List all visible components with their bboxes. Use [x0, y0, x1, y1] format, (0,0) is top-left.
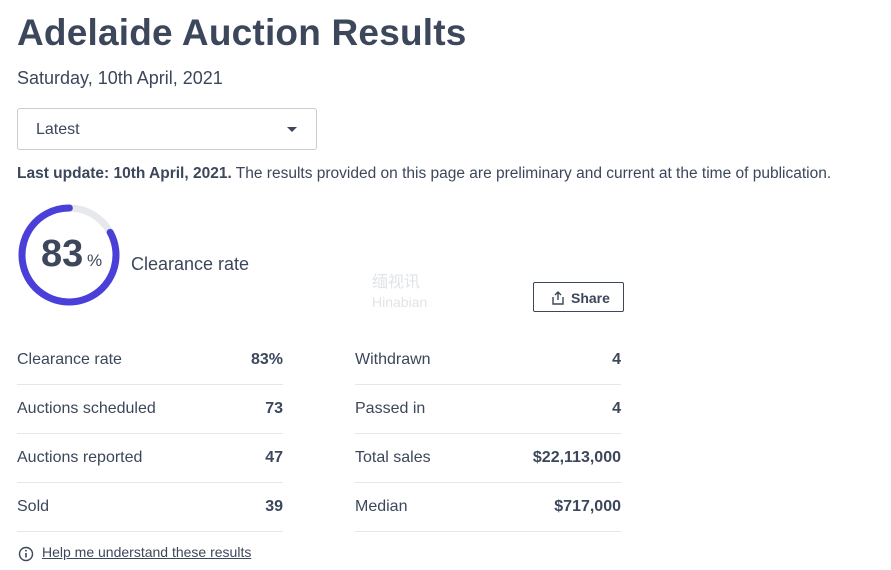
stat-label: Sold [17, 498, 50, 515]
stat-label: Auctions reported [17, 449, 143, 466]
stat-label: Total sales [355, 449, 431, 466]
last-update-date: Last update: 10th April, 2021. [17, 165, 232, 182]
share-icon [551, 291, 565, 310]
gauge-value: 83 [41, 233, 84, 275]
select-value: Latest [36, 121, 80, 138]
clearance-gauge-ring [18, 204, 120, 306]
watermark-logo: 缅视讯 Hinabian [372, 268, 427, 310]
page-title: Adelaide Auction Results [17, 12, 467, 53]
info-icon [18, 546, 34, 567]
stat-label: Median [355, 498, 408, 515]
share-label: Share [571, 290, 610, 306]
stat-value: 47 [265, 449, 283, 466]
stat-row: Auctions reported 47 [17, 434, 283, 483]
share-button[interactable]: Share [533, 282, 624, 312]
stat-value: 83% [250, 351, 283, 368]
stat-label: Withdrawn [355, 351, 431, 368]
stat-label: Auctions scheduled [17, 400, 156, 417]
clearance-gauge: 83 % [17, 203, 121, 307]
gauge-unit: % [87, 251, 103, 270]
stat-value: 73 [265, 400, 283, 417]
stats-right: Withdrawn 4 Passed in 4 Total sales $22,113… [355, 336, 621, 532]
stat-label: Clearance rate [17, 351, 122, 368]
help-link-label: Help me understand these results [42, 544, 252, 560]
page-date: Saturday, 10th April, 2021 [17, 68, 223, 88]
stat-row: Passed in 4 [355, 385, 621, 434]
chevron-down-icon [287, 127, 297, 132]
stat-row: Clearance rate 83% [17, 336, 283, 385]
stat-row: Withdrawn 4 [355, 336, 621, 385]
stat-value: 39 [265, 498, 283, 515]
last-update-text: The results provided on this page are pr… [231, 165, 832, 182]
gauge-label: Clearance rate [131, 254, 250, 274]
stat-row: Auctions scheduled 73 [17, 385, 283, 434]
watermark-sub: Hinabian [372, 294, 428, 310]
stat-row: Total sales $22,113,000 [355, 434, 621, 483]
results-period-select[interactable]: Latest [17, 108, 317, 150]
stat-value: $22,113,000 [532, 449, 621, 466]
stat-value: $717,000 [554, 498, 621, 515]
last-update-note: Last update: 10th April, 2021. The resul… [17, 165, 831, 183]
stat-value: 4 [612, 400, 621, 417]
stats-left: Clearance rate 83% Auctions scheduled 73 A… [17, 336, 283, 532]
watermark-text: 缅视讯 [372, 274, 421, 291]
stat-value: 4 [612, 351, 621, 368]
stat-row: Sold 39 [17, 483, 283, 532]
stat-label: Passed in [355, 400, 426, 417]
stat-row: Median $717,000 [355, 483, 621, 532]
gauge-fill [18, 204, 120, 306]
